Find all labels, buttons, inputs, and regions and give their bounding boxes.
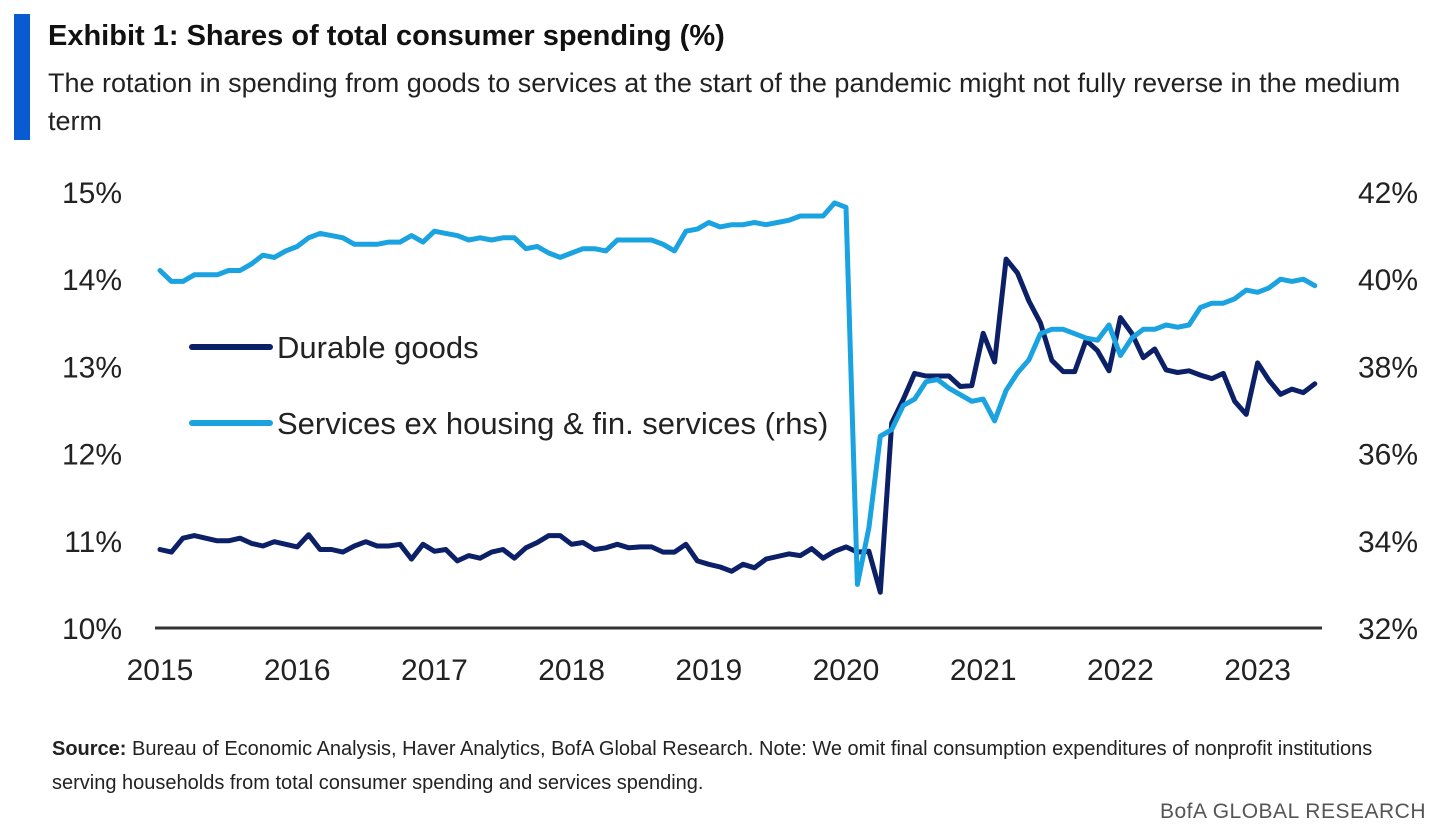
y-left-tick-label: 11% bbox=[64, 526, 122, 559]
y-right-axis: 32% 34% 36% 38% 40% 42% bbox=[1358, 177, 1418, 646]
x-tick-label: 2017 bbox=[401, 654, 468, 687]
y-right-tick-label: 42% bbox=[1358, 177, 1418, 210]
brand-label: BofA GLOBAL RESEARCH bbox=[1160, 800, 1426, 823]
x-tick-label: 2020 bbox=[813, 654, 880, 687]
x-tick-label: 2022 bbox=[1087, 654, 1154, 687]
y-right-tick-label: 38% bbox=[1358, 351, 1418, 384]
x-tick-label: 2018 bbox=[538, 654, 605, 687]
source-note: Source: Bureau of Economic Analysis, Hav… bbox=[52, 732, 1392, 800]
x-axis: 2015 2016 2017 2018 2019 2020 2021 2022 2023 bbox=[127, 654, 1291, 687]
y-left-tick-label: 10% bbox=[62, 613, 122, 646]
y-right-tick-label: 36% bbox=[1358, 439, 1418, 472]
x-tick-label: 2016 bbox=[264, 654, 331, 687]
chart-title: Exhibit 1: Shares of total consumer spen… bbox=[48, 20, 725, 52]
y-left-tick-label: 12% bbox=[62, 439, 122, 472]
y-right-tick-label: 40% bbox=[1358, 264, 1418, 297]
durable-goods-line bbox=[157, 256, 1318, 595]
y-left-tick-label: 15% bbox=[62, 177, 122, 210]
y-left-axis: 10% 11% 12% 13% 14% 15% bbox=[62, 177, 122, 646]
chart-area: 10% 11% 12% 13% 14% 15% 32% 34% 36% 38% 40% 42% 20… bbox=[62, 177, 1418, 687]
x-tick-label: 2023 bbox=[1224, 654, 1291, 687]
y-left-tick-label: 14% bbox=[62, 264, 122, 297]
x-tick-label: 2019 bbox=[675, 654, 742, 687]
source-text: Bureau of Economic Analysis, Haver Analy… bbox=[52, 738, 1373, 794]
x-tick-label: 2015 bbox=[127, 654, 194, 687]
chart-subtitle: The rotation in spending from goods to s… bbox=[48, 68, 1401, 136]
y-left-tick-label: 13% bbox=[62, 351, 122, 384]
accent-bar bbox=[14, 14, 30, 140]
y-right-tick-label: 34% bbox=[1358, 526, 1418, 559]
x-tick-label: 2021 bbox=[950, 654, 1017, 687]
legend-label-durable: Durable goods bbox=[277, 330, 479, 365]
y-right-tick-label: 32% bbox=[1358, 613, 1418, 646]
legend-label-services: Services ex housing & fin. services (rhs… bbox=[277, 406, 828, 441]
series-lines bbox=[157, 200, 1318, 595]
services-line bbox=[157, 200, 1318, 587]
source-label: Source: bbox=[52, 738, 127, 760]
legend: Durable goods Services ex housing & fin. … bbox=[189, 330, 828, 441]
